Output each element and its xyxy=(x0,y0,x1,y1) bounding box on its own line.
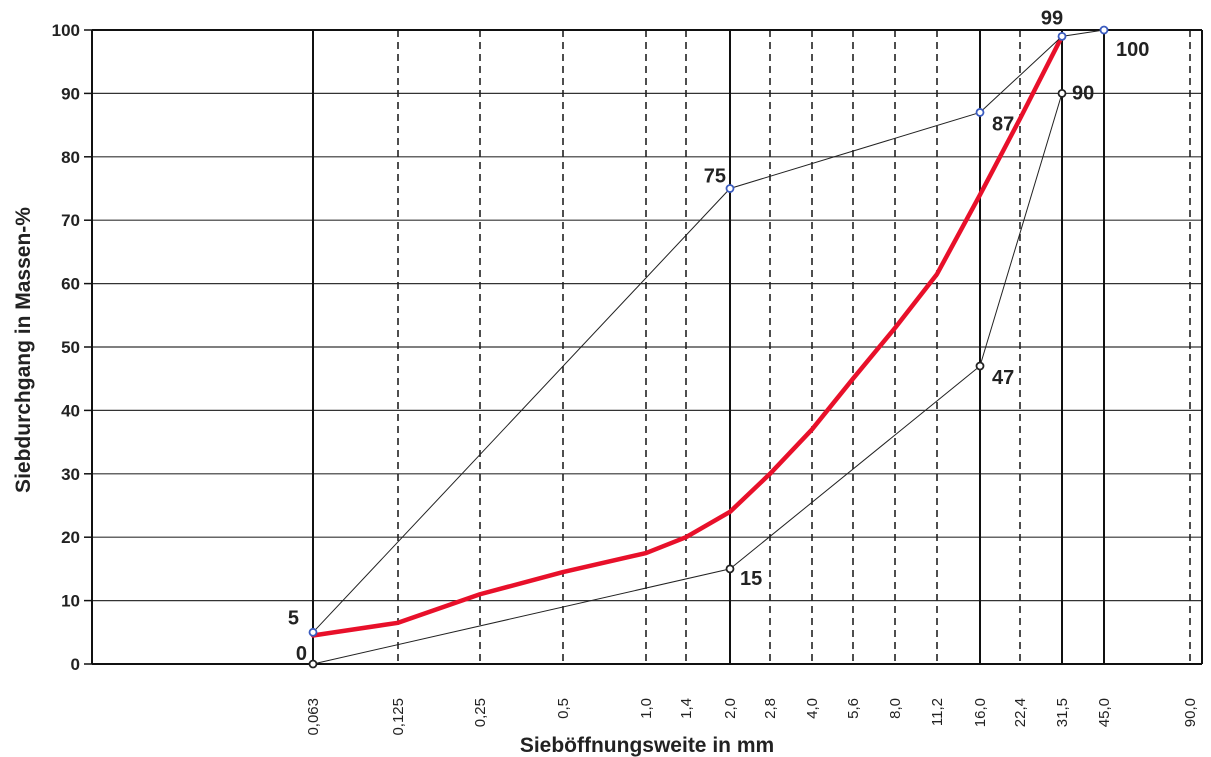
x-tick-label-16-0: 16,0 xyxy=(972,698,989,727)
y-tick-label-0: 0 xyxy=(71,655,80,674)
marker-upper-limit-2-0 xyxy=(725,184,735,193)
series-line-lower-limit xyxy=(312,93,1063,665)
annotation-75: 75 xyxy=(704,166,726,188)
y-tick-label-90: 90 xyxy=(61,84,80,103)
x-axis-label: Sieböffnungsweite in mm xyxy=(520,734,774,757)
grid xyxy=(92,30,1202,664)
annotation-47: 47 xyxy=(992,367,1014,389)
x-tick-label-1-4: 1,4 xyxy=(678,698,695,719)
x-tick-label-0-5: 0,5 xyxy=(555,698,572,719)
x-tick-label-45-0: 45,0 xyxy=(1096,698,1113,727)
annotation-90: 90 xyxy=(1072,82,1094,104)
x-tick-label-11-2: 11,2 xyxy=(929,698,946,726)
annotation-87: 87 xyxy=(992,113,1014,135)
annotation-15: 15 xyxy=(740,568,762,590)
series-line-upper-limit xyxy=(312,29,1105,633)
y-tick-label-40: 40 xyxy=(61,401,80,420)
x-tick-label-0-125: 0,125 xyxy=(390,698,407,736)
y-tick-label-100: 100 xyxy=(52,21,80,40)
series-line-grading-curve xyxy=(310,34,1065,638)
x-tick-label-90-0: 90,0 xyxy=(1182,698,1199,727)
value-annotations: 5 0 75 15 87 47 90 99 100 xyxy=(288,7,1150,665)
y-tick-label-80: 80 xyxy=(61,148,80,167)
x-tick-label-5-6: 5,6 xyxy=(845,698,862,719)
annotation-5: 5 xyxy=(288,607,299,629)
x-tick-label-0-063: 0,063 xyxy=(305,698,322,736)
x-tick-label-4-0: 4,0 xyxy=(804,698,821,719)
x-tick-label-1-0: 1,0 xyxy=(638,698,655,719)
marker-upper-limit-16-0 xyxy=(975,108,985,117)
marker-upper-limit-45-0 xyxy=(1099,25,1109,35)
y-tick-label-50: 50 xyxy=(61,338,80,357)
marker-lower-limit-2-0 xyxy=(725,564,735,574)
x-tick-label-2-0: 2,0 xyxy=(722,698,739,719)
marker-lower-limit-0-063 xyxy=(308,659,318,669)
x-tick-label-22-4: 22,4 xyxy=(1012,698,1029,727)
x-tick-label-0-25: 0,25 xyxy=(472,698,489,727)
y-tick-labels: 0 10 20 30 40 50 60 70 80 90 100 xyxy=(52,21,92,674)
x-tick-label-31-5: 31,5 xyxy=(1054,698,1071,727)
annotation-0: 0 xyxy=(296,643,307,665)
y-tick-label-10: 10 xyxy=(61,592,80,611)
y-tick-label-70: 70 xyxy=(61,211,80,230)
x-tick-label-8-0: 8,0 xyxy=(887,698,904,719)
marker-upper-limit-31-5 xyxy=(1057,31,1067,41)
annotation-99: 99 xyxy=(1041,7,1063,29)
x-tick-label-2-8: 2,8 xyxy=(762,698,779,719)
y-tick-label-60: 60 xyxy=(61,275,80,294)
y-axis-label: Siebdurchgang in Massen-% xyxy=(12,207,35,493)
marker-lower-limit-16-0 xyxy=(975,361,985,371)
annotation-100: 100 xyxy=(1116,39,1149,61)
marker-lower-limit-31-5 xyxy=(1057,89,1067,98)
marker-upper-limit-0-063 xyxy=(308,627,318,637)
series-markers xyxy=(308,25,1109,669)
y-tick-label-20: 20 xyxy=(61,528,80,547)
x-tick-labels: 0,063 0,125 0,25 0,5 1,0 1,4 2,0 2,8 4,0 5,6 8,0 11… xyxy=(305,698,1199,736)
y-tick-label-30: 30 xyxy=(61,465,80,484)
